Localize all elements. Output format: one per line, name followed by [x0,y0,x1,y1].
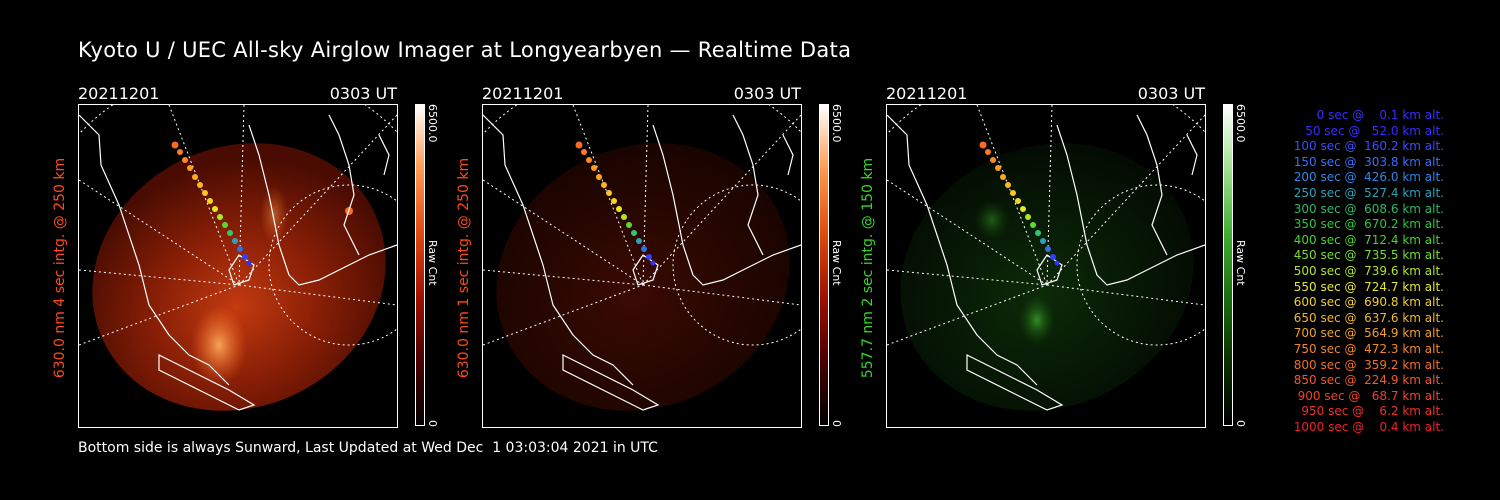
legend-item: 700 sec @ 564.9 km alt. [1289,326,1444,341]
airglow-disk [92,143,386,411]
panel-wavelength-label: 630.0 nm 1 sec intg. @ 250 km [456,157,472,379]
colorbar-max: 6500.0 [830,104,843,143]
map-overlay [887,105,1205,411]
colorbar-unit: Raw Cnt [426,240,439,286]
colorbar-min: 0 [1234,420,1247,427]
colorbar-min: 0 [426,420,439,427]
lat-lon-grid [483,105,801,346]
legend-item: 150 sec @ 303.8 km alt. [1289,154,1444,169]
airglow-disk [496,143,790,411]
colorbar [415,104,425,426]
legend-item: 500 sec @ 739.6 km alt. [1289,263,1444,278]
panel-date: 20211201 [78,84,160,103]
imager-panel-630nm-4s: 20211201 0303 UT 630.0 nm 4 sec intg. @ … [52,84,458,434]
legend-item: 750 sec @ 472.3 km alt. [1289,341,1444,356]
trajectory-overlay [171,141,252,266]
map-overlay [483,105,801,411]
panel-date: 20211201 [886,84,968,103]
colorbar-unit: Raw Cnt [830,240,843,286]
coastlines [887,114,1205,411]
legend-item: 600 sec @ 690.8 km alt. [1289,295,1444,310]
imager-panel-630nm-1s: 20211201 0303 UT 630.0 nm 1 sec intg. @ … [456,84,862,434]
colorbar-max: 6500.0 [426,104,439,143]
aurora-bright-region [1019,295,1055,345]
allsky-image-svg [92,143,386,411]
trajectory-legend: 0 sec @ 0.1 km alt. 50 sec @ 52.0 km alt… [1268,108,1444,435]
panel-time: 0303 UT [329,84,397,103]
map-overlay [79,105,397,411]
colorbar [1223,104,1233,426]
legend-item: 100 sec @ 160.2 km alt. [1289,139,1444,154]
lat-lon-grid [887,105,1205,346]
allsky-image [482,104,802,428]
legend-item: 950 sec @ 6.2 km alt. [1297,404,1444,419]
coastlines [79,114,397,411]
imager-panel-557nm-2s: 20211201 0303 UT 557.7 nm 2 sec intg. @ … [860,84,1266,434]
airglow-disk [900,143,1194,411]
legend-item: 400 sec @ 712.4 km alt. [1289,232,1444,247]
trajectory-markers [979,141,1060,266]
coastlines [483,114,801,411]
panel-date: 20211201 [482,84,564,103]
legend-item: 650 sec @ 637.6 km alt. [1289,310,1444,325]
panel-wavelength-label: 630.0 nm 4 sec intg. @ 250 km [52,157,68,379]
allsky-image [78,104,398,428]
legend-item: 300 sec @ 608.6 km alt. [1289,201,1444,216]
legend-item: 1000 sec @ 0.4 km alt. [1293,419,1444,434]
legend-item: 850 sec @ 224.9 km alt. [1289,373,1444,388]
colorbar [819,104,829,426]
trajectory-markers [171,141,252,266]
panel-time: 0303 UT [733,84,801,103]
legend-item: 200 sec @ 426.0 km alt. [1289,170,1444,185]
last-updated-footer: Bottom side is always Sunward, Last Upda… [78,440,658,456]
allsky-image [886,104,1206,428]
allsky-image-svg [900,143,1194,411]
colorbar-min: 0 [830,420,843,427]
allsky-image-svg [496,143,790,411]
legend-item: 550 sec @ 724.7 km alt. [1289,279,1444,294]
page-title: Kyoto U / UEC All-sky Airglow Imager at … [78,38,852,62]
colorbar-max: 6500.0 [1234,104,1247,143]
legend-item: 450 sec @ 735.5 km alt. [1289,248,1444,263]
legend-item: 350 sec @ 670.2 km alt. [1289,217,1444,232]
panel-wavelength-label: 557.7 nm 2 sec intg. @ 150 km [860,157,876,379]
legend-item: 800 sec @ 359.2 km alt. [1289,357,1444,372]
legend-item: 0 sec @ 0.1 km alt. [1305,108,1444,122]
aurora-bright-region [191,305,247,385]
colorbar-unit: Raw Cnt [1234,240,1247,286]
legend-item: 50 sec @ 52.0 km alt. [1297,123,1444,138]
trajectory-markers [575,141,656,266]
legend-item: 250 sec @ 527.4 km alt. [1289,185,1444,200]
panel-time: 0303 UT [1137,84,1205,103]
legend-item: 900 sec @ 68.7 km alt. [1293,388,1444,403]
